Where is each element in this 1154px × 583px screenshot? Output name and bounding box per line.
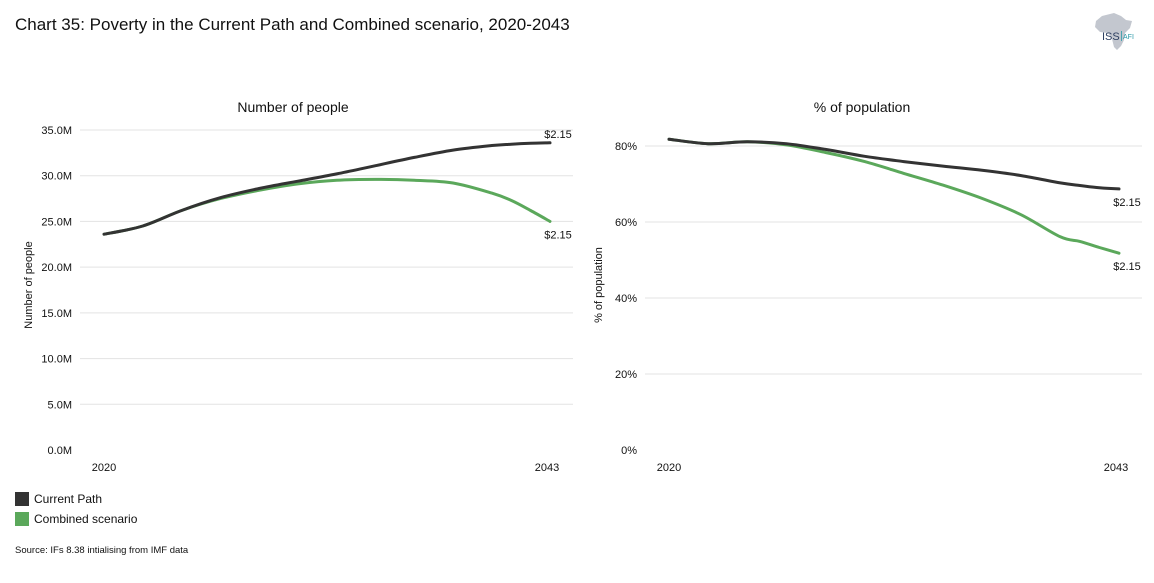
legend-label-combined-scenario: Combined scenario	[34, 512, 138, 526]
logo-text-main: ISS	[1102, 31, 1120, 43]
chart1-x-tick-2043: 2043	[535, 462, 559, 474]
chart2-x-tick-2020: 2020	[657, 462, 681, 474]
iss-afi-logo: ISS AFI	[1088, 10, 1138, 52]
chart2-series-line-combined-scenario	[667, 137, 1121, 255]
chart1-end-label-current-path: $2.15	[544, 129, 572, 141]
chart2-end-label-combined-scenario: $2.15	[1113, 261, 1141, 273]
chart2-y-tick-20: 20%	[615, 369, 637, 381]
legend-item-current-path: Current Path	[15, 492, 102, 506]
chart1-y-tick-25-0m: 25.0M	[41, 216, 72, 228]
chart1-y-tick-15-0m: 15.0M	[41, 308, 72, 320]
source-note: Source: IFs 8.38 intialising from IMF da…	[15, 545, 189, 556]
chart1-y-tick-20-0m: 20.0M	[41, 262, 72, 274]
chart-title: Chart 35: Poverty in the Current Path an…	[15, 15, 570, 34]
logo-text-sub: AFI	[1123, 34, 1134, 41]
chart2-y-tick-60: 60%	[615, 217, 637, 229]
chart1-series-line-combined-scenario	[102, 177, 552, 236]
chart1-y-tick-0-0m: 0.0M	[48, 445, 72, 457]
africa-map-icon	[1095, 13, 1132, 50]
chart1-end-label-combined-scenario: $2.15	[544, 229, 572, 241]
chart2-end-label-current-path: $2.15	[1113, 197, 1141, 209]
chart1-y-tick-5-0m: 5.0M	[48, 399, 72, 411]
chart1-y-axis-label: Number of people	[23, 241, 35, 328]
chart2-series-line-current-path	[667, 137, 1121, 191]
legend-item-combined-scenario: Combined scenario	[15, 512, 137, 526]
chart2-x-tick-2043: 2043	[1104, 462, 1128, 474]
chart1-title: Number of people	[237, 99, 349, 115]
chart1-x-tick-2020: 2020	[92, 462, 116, 474]
chart2-y-tick-80: 80%	[615, 141, 637, 153]
legend-swatch-combined-scenario	[15, 512, 29, 526]
chart2-y-tick-0: 0%	[621, 445, 637, 457]
chart1-series-line-current-path	[102, 141, 552, 236]
chart1-y-tick-30-0m: 30.0M	[41, 171, 72, 183]
chart2-y-tick-40: 40%	[615, 293, 637, 305]
chart1-y-tick-35-0m: 35.0M	[41, 125, 72, 137]
legend-label-current-path: Current Path	[34, 492, 103, 506]
chart2-y-axis-label: % of population	[593, 247, 605, 323]
legend-swatch-current-path	[15, 492, 29, 506]
chart2-title: % of population	[814, 99, 911, 115]
chart1-y-tick-10-0m: 10.0M	[41, 354, 72, 366]
